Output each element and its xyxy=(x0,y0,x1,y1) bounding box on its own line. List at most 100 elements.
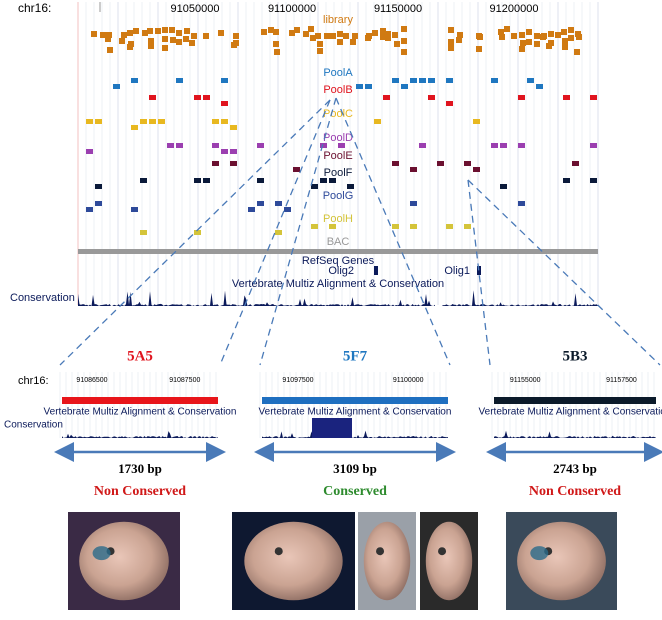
pool-block xyxy=(410,201,417,206)
pool-block xyxy=(347,184,354,189)
library-block xyxy=(448,45,454,51)
library-block xyxy=(183,36,189,42)
tick-label: 91086500 xyxy=(76,377,107,384)
pool-block xyxy=(221,78,228,83)
pool-block xyxy=(419,78,426,83)
library-block xyxy=(203,33,209,39)
pool-block xyxy=(257,178,264,183)
embryo xyxy=(517,521,606,601)
pool-block xyxy=(590,178,597,183)
pool-block xyxy=(365,84,372,89)
panel-title: 5B3 xyxy=(562,348,587,364)
library-block xyxy=(561,29,567,35)
track-title: Vertebrate Multiz Alignment & Conservati… xyxy=(44,407,237,418)
pool-block xyxy=(131,125,138,130)
status-label: Non Conserved xyxy=(529,484,621,499)
track-label: PoolD xyxy=(323,132,353,144)
library-block xyxy=(317,48,323,54)
pool-block xyxy=(149,95,156,100)
pool-block xyxy=(590,95,597,100)
pool-block xyxy=(149,119,156,124)
library-block xyxy=(330,33,336,39)
library-block xyxy=(127,30,133,36)
pool-block xyxy=(590,143,597,148)
embryo-eye xyxy=(274,547,283,556)
pool-block xyxy=(410,78,417,83)
library-block xyxy=(456,37,462,43)
pool-block xyxy=(275,201,282,206)
library-block xyxy=(548,31,554,37)
pool-block xyxy=(86,119,93,124)
connector xyxy=(467,179,661,366)
status-label: Conserved xyxy=(323,484,387,499)
pool-block xyxy=(140,178,147,183)
library-block xyxy=(574,49,580,55)
library-block xyxy=(107,47,113,53)
library-block xyxy=(343,33,349,39)
pool-block xyxy=(176,78,183,83)
gene-label: Olig2 xyxy=(328,265,354,277)
pool-block xyxy=(563,178,570,183)
library-block xyxy=(91,31,97,37)
pool-block xyxy=(221,119,228,124)
pool-block xyxy=(464,224,471,229)
library-block xyxy=(303,31,309,37)
pool-block xyxy=(473,167,480,172)
library-block xyxy=(372,30,378,36)
embryo-eye xyxy=(376,547,385,556)
bac-bar xyxy=(78,249,598,254)
tick-label: 91150000 xyxy=(374,3,422,15)
library-block xyxy=(162,27,168,33)
library-block xyxy=(189,40,195,46)
pool-block xyxy=(230,149,237,154)
panel-title: 5F7 xyxy=(343,348,368,364)
gene xyxy=(477,266,481,275)
pool-block xyxy=(275,230,282,235)
pool-block xyxy=(167,143,174,148)
conservation-wiggle xyxy=(262,430,448,438)
pool-block xyxy=(158,119,165,124)
library-block xyxy=(106,32,112,38)
library-block xyxy=(231,42,237,48)
embryo xyxy=(425,521,473,601)
library-block xyxy=(315,33,321,39)
tick-label: 91100000 xyxy=(393,377,424,384)
pool-block xyxy=(212,161,219,166)
pool-block xyxy=(374,119,381,124)
track-label: PoolA xyxy=(323,67,353,79)
library-block xyxy=(142,30,148,36)
status-label: Non Conserved xyxy=(94,484,186,499)
pool-block xyxy=(230,125,237,130)
library-block xyxy=(546,43,552,49)
pool-block xyxy=(500,184,507,189)
library-block xyxy=(233,33,239,39)
library-block xyxy=(534,41,540,47)
library-block xyxy=(273,29,279,35)
library-block xyxy=(576,34,582,40)
pool-block xyxy=(410,167,417,172)
tick-label: 91200000 xyxy=(490,3,539,15)
library-block xyxy=(534,33,540,39)
library-block xyxy=(385,31,391,37)
pool-block xyxy=(248,207,255,212)
pool-block xyxy=(86,207,93,212)
library-block xyxy=(519,46,525,52)
pool-block xyxy=(194,95,201,100)
pool-block xyxy=(95,201,102,206)
library-block xyxy=(401,49,407,55)
embryo xyxy=(363,521,411,601)
connector xyxy=(335,97,451,366)
chrom-label: chr16: xyxy=(18,375,49,387)
library-block xyxy=(148,38,154,44)
embryo xyxy=(244,521,343,601)
pool-block xyxy=(392,224,399,229)
library-block xyxy=(218,30,224,36)
library-block xyxy=(127,44,133,50)
track-label: PoolH xyxy=(323,213,353,225)
tick-label: 91087500 xyxy=(169,377,200,384)
pool-block xyxy=(203,178,210,183)
lacz-stain xyxy=(92,546,111,561)
library-block xyxy=(169,27,175,33)
